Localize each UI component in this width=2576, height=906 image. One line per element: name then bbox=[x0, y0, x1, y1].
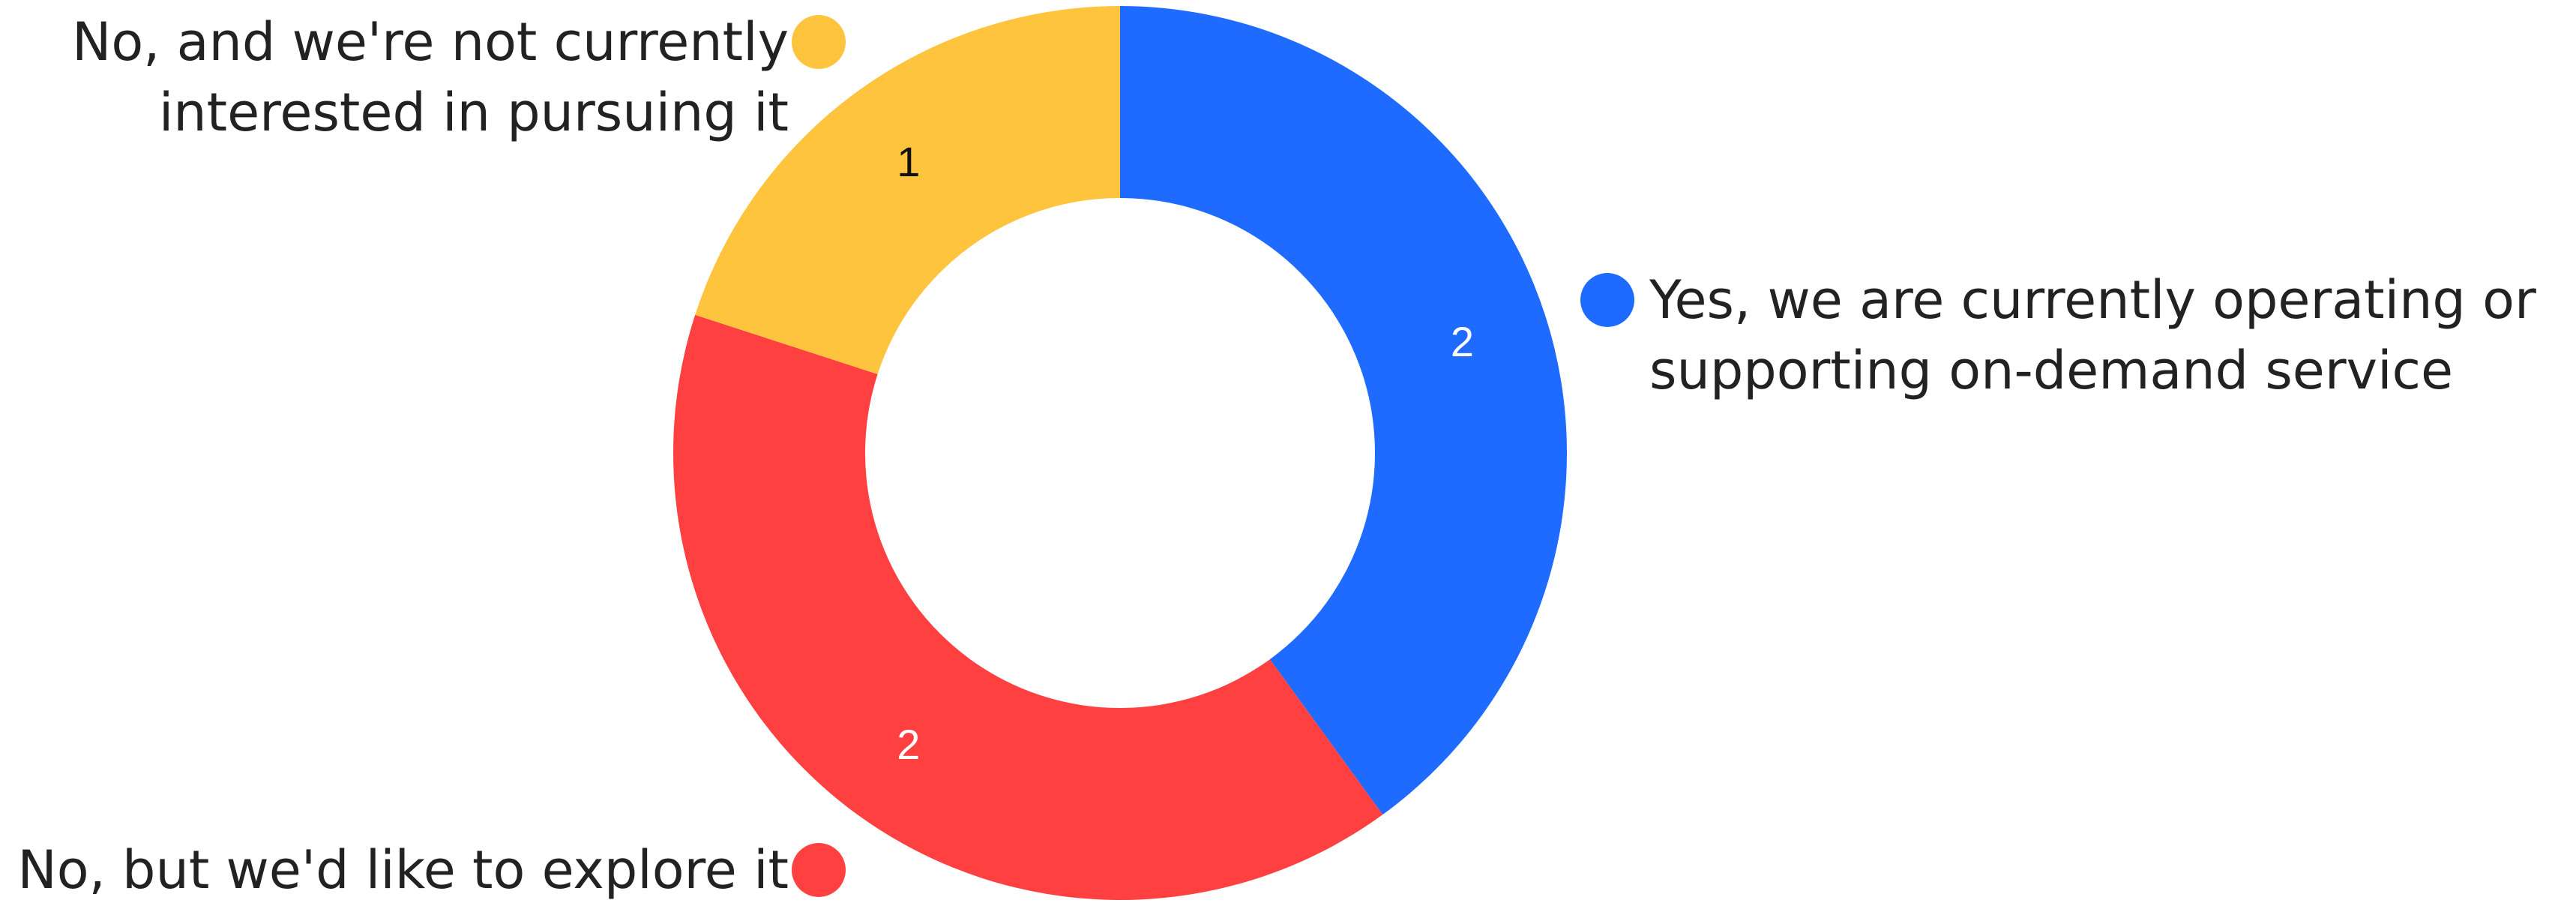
slice-1 bbox=[673, 314, 1383, 900]
legend-label-2: No, and we're not currently interested in… bbox=[72, 11, 789, 143]
legend-label-0: Yes, we are currently operating or suppor… bbox=[1649, 269, 2536, 401]
legend-marker-0 bbox=[1580, 273, 1634, 327]
slice-value-label-1: 2 bbox=[897, 721, 920, 768]
slice-2 bbox=[695, 6, 1120, 374]
slice-value-label-2: 1 bbox=[897, 138, 920, 185]
chart-legend: Yes, we are currently operating or suppor… bbox=[17, 11, 2536, 901]
legend-marker-2 bbox=[792, 15, 846, 69]
chart-slices bbox=[673, 6, 1567, 900]
legend-label-1: No, but we'd like to explore it bbox=[17, 839, 789, 901]
legend-marker-1 bbox=[792, 843, 846, 897]
slice-0 bbox=[1120, 6, 1567, 815]
slice-value-label-0: 2 bbox=[1451, 318, 1474, 365]
chart-value-labels: 2 2 1 bbox=[897, 138, 1474, 768]
